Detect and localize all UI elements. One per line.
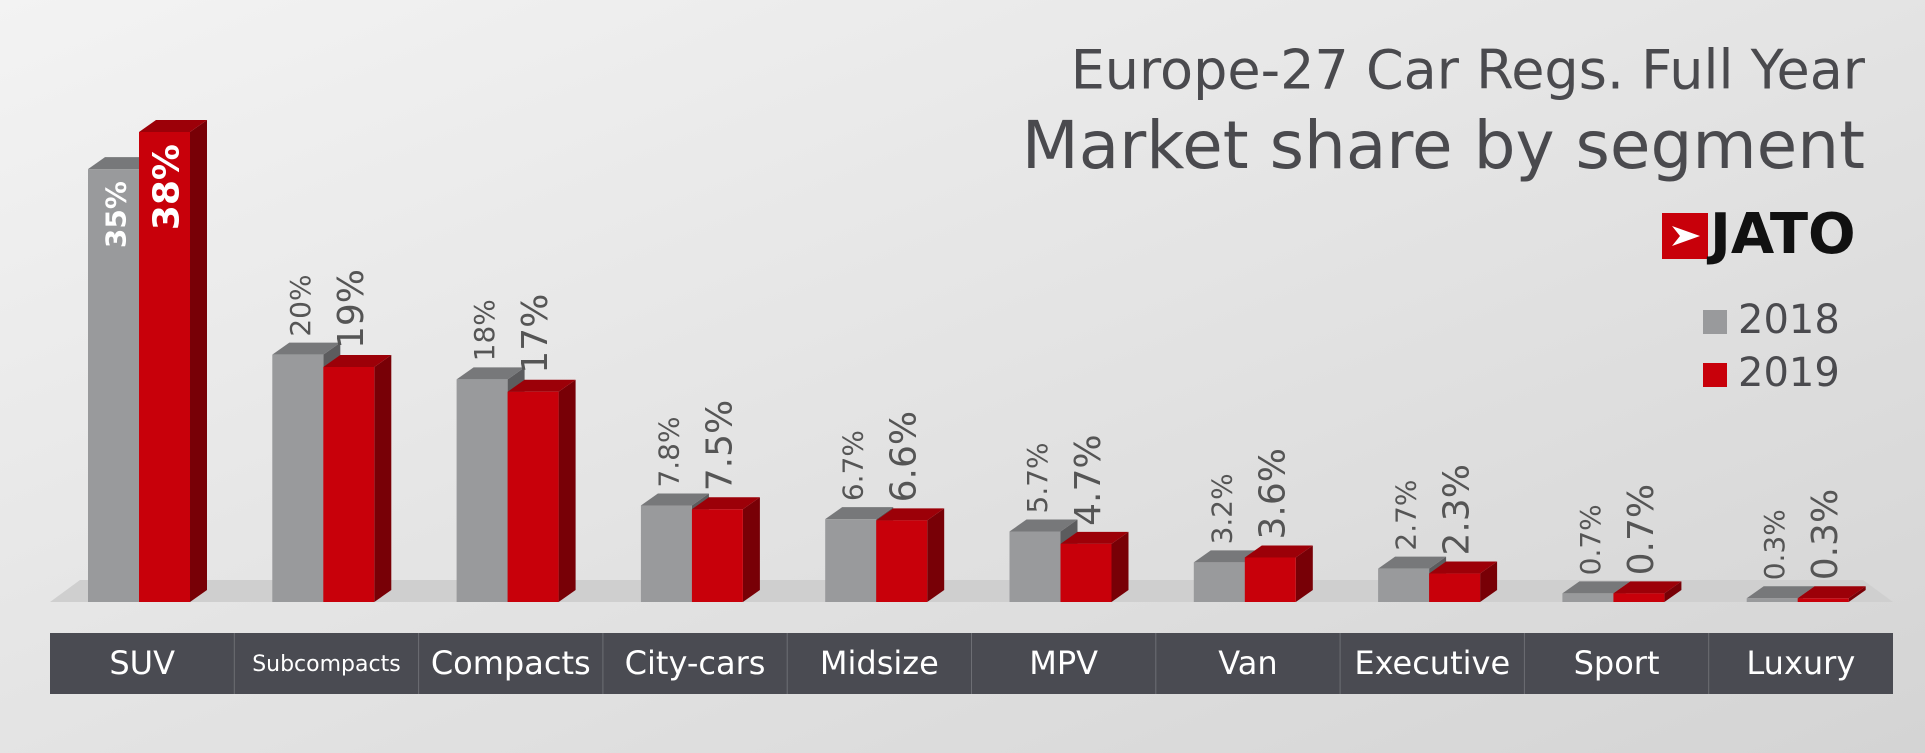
- bar: [88, 169, 139, 602]
- bar: [507, 391, 559, 602]
- bar-side: [1848, 586, 1866, 602]
- bar-side: [742, 497, 760, 602]
- bar-top: [1613, 581, 1682, 594]
- chart-subtitle: Market share by segment: [1022, 107, 1865, 184]
- bar-side: [374, 355, 392, 602]
- bar: [1429, 573, 1481, 602]
- value-label: 0.7%: [1621, 484, 1662, 575]
- bar-top: [1562, 581, 1631, 594]
- bar-top: [1009, 519, 1078, 532]
- bar: [1378, 568, 1430, 602]
- bar-side: [1664, 581, 1682, 602]
- bar-top: [1746, 586, 1815, 599]
- bar-top: [323, 355, 392, 367]
- legend-label: 2019: [1738, 350, 1840, 396]
- bar: [876, 520, 928, 602]
- value-label: 18%: [468, 299, 501, 361]
- bar-side: [927, 508, 945, 602]
- value-label: 17%: [515, 294, 556, 374]
- legend-swatch: [1703, 310, 1727, 334]
- bar-top: [1429, 561, 1498, 574]
- value-label: 35%: [100, 181, 133, 248]
- bar: [825, 519, 877, 602]
- bar: [1244, 557, 1296, 602]
- bar-top: [1378, 556, 1447, 569]
- value-label: 0.7%: [1574, 504, 1607, 575]
- bar-top: [456, 367, 525, 380]
- bar-top: [640, 493, 709, 506]
- value-label: 5.7%: [1021, 442, 1054, 513]
- bar: [1562, 593, 1614, 602]
- x-tick-label: Compacts: [431, 644, 591, 682]
- value-label: 6.7%: [837, 430, 870, 501]
- legend-swatch: [1703, 363, 1727, 387]
- x-tick-label: Subcompacts: [252, 652, 401, 677]
- bar: [1193, 562, 1245, 602]
- legend-label: 2018: [1738, 297, 1840, 343]
- bar: [1060, 543, 1112, 602]
- value-label: 7.8%: [652, 416, 685, 487]
- bar: [323, 367, 375, 602]
- bar-top: [507, 379, 576, 392]
- x-tick-label: Executive: [1354, 644, 1510, 682]
- bar: [1613, 593, 1665, 602]
- bar-top: [1797, 586, 1866, 599]
- bar-side: [190, 120, 207, 602]
- value-label: 2.3%: [1437, 464, 1478, 555]
- value-label: 3.6%: [1252, 448, 1293, 539]
- value-label: 7.5%: [699, 400, 740, 491]
- bar: [1009, 531, 1061, 602]
- value-label: 4.7%: [1068, 434, 1109, 525]
- chart-title: Europe-27 Car Regs. Full Year: [1071, 39, 1866, 102]
- value-label: 0.3%: [1805, 489, 1846, 580]
- x-tick-label: City-cars: [625, 644, 766, 682]
- x-tick-label: Van: [1218, 644, 1277, 682]
- x-tick-label: Midsize: [820, 644, 939, 682]
- bar: [456, 379, 508, 602]
- bar: [640, 505, 692, 602]
- logo: JATO: [1706, 202, 1856, 267]
- value-label: 38%: [147, 144, 188, 230]
- x-tick-label: MPV: [1029, 644, 1098, 682]
- x-tick-label: Sport: [1574, 644, 1660, 682]
- value-label: 3.2%: [1205, 473, 1238, 544]
- bar-side: [558, 379, 576, 602]
- value-label: 19%: [331, 269, 372, 349]
- value-label: 6.6%: [884, 411, 925, 502]
- bar-top: [272, 342, 341, 355]
- value-label: 0.3%: [1758, 509, 1791, 580]
- bar: [691, 509, 743, 602]
- bar: [1746, 598, 1798, 602]
- value-label: 20%: [284, 274, 317, 336]
- bar: [1797, 598, 1849, 602]
- logo-arrow: [1672, 226, 1700, 246]
- value-label: 2.7%: [1390, 479, 1423, 550]
- bar: [272, 354, 324, 602]
- bar-side: [1111, 531, 1129, 602]
- bar-side: [1295, 545, 1313, 602]
- x-tick-label: SUV: [109, 644, 175, 682]
- bar-side: [1480, 561, 1498, 602]
- bar-top: [1060, 531, 1129, 544]
- bar-top: [1244, 545, 1313, 558]
- bar: [139, 132, 190, 602]
- bar-top: [691, 497, 760, 510]
- bar-top: [876, 508, 945, 521]
- x-tick-label: Luxury: [1746, 644, 1855, 682]
- bar-top: [139, 120, 207, 132]
- bar-top: [825, 507, 894, 520]
